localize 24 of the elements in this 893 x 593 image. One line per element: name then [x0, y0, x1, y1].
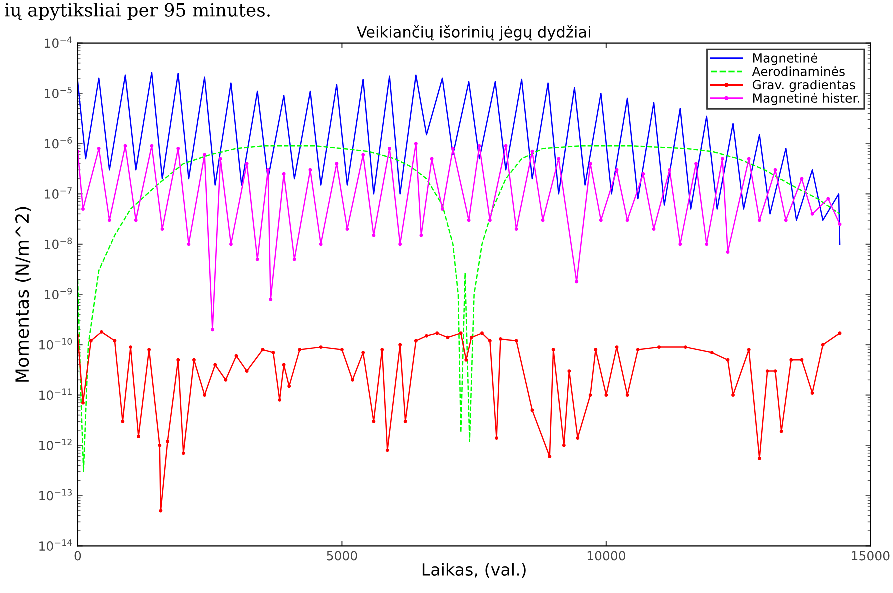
y-tick-label: 10$^{−8}$ [45, 238, 72, 250]
x-tick-label: 15000 [852, 551, 890, 561]
x-tick-label: 10000 [588, 551, 626, 561]
chart-title: Veikiančių išorinių jėgų dydžiai [356, 26, 590, 41]
y-tick-label: 10$^{−6}$ [45, 137, 72, 149]
y-tick-label: 10$^{−11}$ [40, 388, 72, 400]
y-axis-title: Momentas (N/m^2) [15, 207, 32, 382]
legend-label: Aerodinaminės [752, 66, 845, 76]
y-tick-label: 10$^{−14}$ [40, 540, 72, 551]
x-tick-label: 0 [74, 551, 82, 561]
x-tick-label: 5000 [327, 551, 358, 561]
legend-label: Magnetinė hister. [753, 93, 860, 106]
text: ių apytiksliai per 95 minutes. [5, 2, 270, 21]
x-axis-title: Laikas, (val.) [422, 563, 526, 578]
legend-label: Magnetinė [753, 53, 818, 66]
line-series [78, 146, 841, 472]
y-tick-label: 10$^{−13}$ [40, 489, 72, 501]
y-tick-label: 10$^{−10}$ [40, 338, 72, 350]
y-tick-label: 10$^{−7}$ [45, 188, 72, 199]
y-tick-label: 10$^{−5}$ [45, 87, 72, 98]
y-tick-label: 10$^{−9}$ [45, 288, 72, 300]
legend-label: Grav. gradientas [752, 80, 856, 92]
y-tick-label: 10$^{−4}$ [45, 36, 72, 48]
y-tick-label: 10$^{−12}$ [40, 438, 72, 450]
